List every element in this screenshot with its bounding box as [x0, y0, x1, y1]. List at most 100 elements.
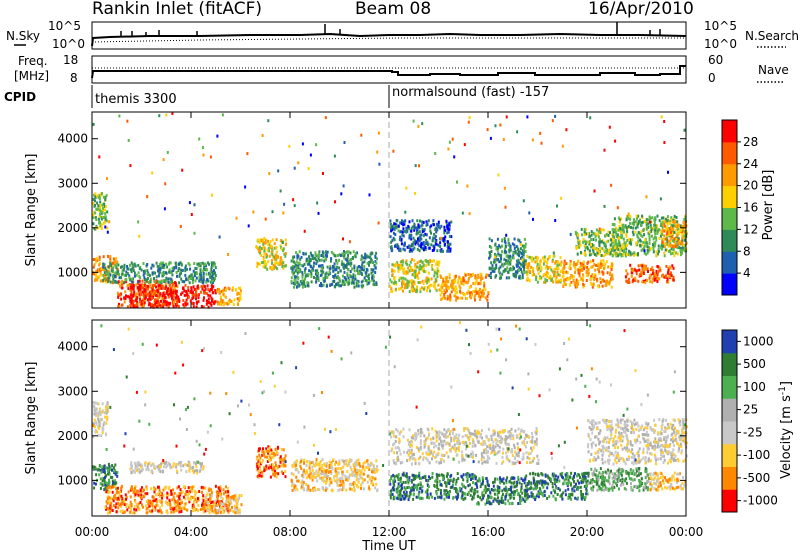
velocity-cell — [102, 402, 104, 405]
power-cell — [655, 274, 657, 277]
power-cell — [610, 239, 612, 242]
power-cell — [121, 273, 123, 276]
power-cell — [168, 263, 170, 266]
power-cell — [591, 234, 593, 237]
power-cell — [612, 235, 614, 238]
power-cell — [168, 271, 170, 274]
power-cell — [416, 266, 418, 269]
power-cell — [236, 217, 238, 220]
velocity-cell — [183, 485, 185, 488]
power-cell — [152, 286, 154, 289]
power-cell — [402, 277, 404, 280]
power-cell — [310, 154, 312, 157]
power-cell — [392, 273, 394, 276]
power-cell — [413, 223, 415, 226]
power-cell — [390, 229, 392, 232]
power-cell — [612, 239, 614, 242]
power-cell — [644, 238, 646, 241]
power-cell — [652, 272, 654, 275]
velocity-cell — [192, 509, 194, 512]
power-cell — [421, 122, 423, 125]
velocity-cell — [104, 506, 106, 509]
velocity-cell — [187, 464, 189, 467]
velocity-cell — [159, 465, 161, 468]
power-cell — [528, 211, 530, 214]
power-cell — [539, 277, 541, 280]
velocity-cell — [151, 510, 153, 513]
power-cell — [619, 227, 621, 230]
power-cell — [434, 284, 436, 287]
power-cell — [581, 228, 583, 231]
power-cell — [621, 235, 623, 238]
power-cell — [206, 278, 208, 281]
power-cell — [589, 116, 591, 119]
power-cell — [102, 274, 104, 277]
velocity-cell — [270, 466, 272, 469]
power-cell — [294, 204, 296, 207]
power-cell — [371, 268, 373, 271]
power-cell — [494, 244, 496, 247]
power-cell — [375, 256, 377, 259]
velocity-cell — [259, 474, 261, 477]
power-cell — [418, 281, 420, 284]
velocity-cell — [232, 510, 234, 513]
power-cell — [515, 270, 517, 273]
power-cell — [181, 169, 183, 172]
power-cell — [584, 228, 586, 231]
power-cell — [525, 243, 527, 246]
power-cell — [300, 264, 302, 267]
power-cell — [229, 299, 231, 302]
power-cell — [332, 270, 334, 273]
power-cell — [342, 237, 344, 240]
velocity-cell — [280, 461, 282, 464]
velocity-cell — [119, 491, 121, 494]
power-cell — [267, 260, 269, 263]
power-cell — [487, 295, 489, 298]
velocity-cell — [140, 496, 142, 499]
power-cell — [680, 224, 682, 227]
power-cell — [627, 280, 629, 283]
power-cell — [93, 258, 95, 261]
power-cell — [521, 252, 523, 255]
velocity-cell — [223, 488, 225, 491]
power-cell — [363, 265, 365, 268]
power-cell — [106, 194, 108, 197]
power-cell — [452, 283, 454, 286]
power-cell — [591, 283, 593, 286]
velocity-cell — [134, 505, 136, 508]
power-cell — [413, 259, 415, 262]
power-cell — [670, 216, 672, 219]
power-cell — [209, 271, 211, 274]
power-cell — [401, 286, 403, 289]
power-cell — [683, 223, 685, 226]
power-cell — [649, 242, 651, 245]
power-cell — [526, 115, 528, 118]
power-cell — [394, 238, 396, 241]
power-cell — [554, 268, 556, 271]
power-cell — [104, 212, 106, 215]
power-cell — [489, 237, 491, 240]
power-colorbar-swatch — [722, 186, 737, 208]
power-cell — [121, 265, 123, 268]
power-cell — [659, 269, 661, 272]
power-cell — [200, 278, 202, 281]
velocity-cell — [105, 467, 107, 470]
power-cell — [471, 294, 473, 297]
velocity-cell — [166, 492, 168, 495]
velocity-cell — [211, 505, 213, 508]
power-cell — [188, 262, 190, 265]
velocity-cell — [102, 426, 104, 429]
power-cell — [501, 238, 503, 241]
power-cell — [193, 262, 195, 265]
power-cell — [565, 128, 567, 131]
power-cell — [656, 265, 658, 268]
velocity-cell — [98, 427, 100, 430]
power-cell — [280, 256, 282, 259]
power-cell — [665, 248, 667, 251]
power-cell — [589, 249, 591, 252]
velocity-cell — [185, 470, 187, 473]
power-cell — [609, 231, 611, 234]
power-cell — [586, 274, 588, 277]
